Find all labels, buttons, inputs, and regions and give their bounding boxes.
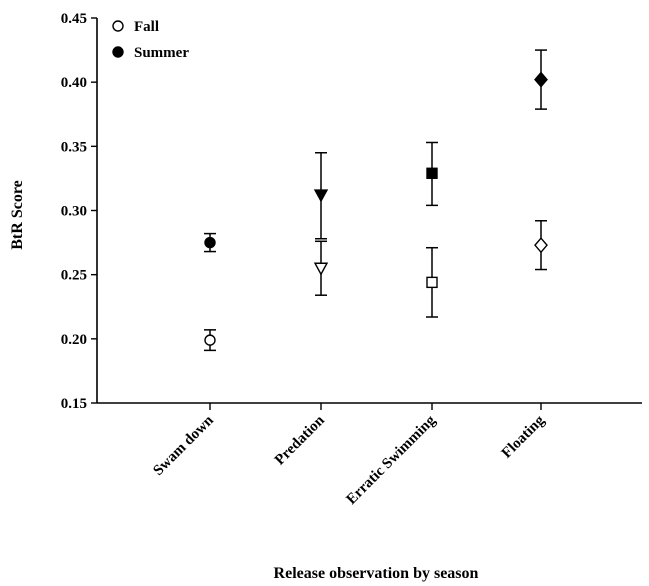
legend: Fall Summer [112,19,189,61]
data-point [204,236,216,249]
x-tick-label: Swam down [150,412,217,479]
legend-marker [112,20,124,32]
y-tick-label: 0.40 [61,75,87,91]
x-axis-title: Release observation by season [274,565,479,582]
data-point [204,334,216,346]
data-point [426,276,438,289]
legend-label: Summer [134,45,189,61]
data-point [534,237,548,254]
data-point [534,71,548,88]
x-tick-label: Floating [499,412,548,461]
legend-marker [112,46,124,58]
series-group [204,49,548,352]
axes [96,18,642,404]
x-tick-label: Erratic Swimming [344,412,440,508]
y-tick-label: 0.20 [61,332,87,348]
legend-label: Fall [134,19,159,35]
y-tick-label: 0.30 [61,204,87,220]
data-point [313,262,329,276]
data-point [426,167,438,179]
y-tick-label: 0.15 [61,396,87,412]
y-tick-label: 0.25 [61,268,87,284]
series-fall [204,220,548,352]
y-tick-label: 0.45 [61,11,87,27]
y-ticks: 0.15 0.20 0.25 0.30 0.35 0.40 0.45 [61,11,97,412]
series-summer [204,49,548,253]
x-tick-label: Predation [272,412,328,468]
x-ticks: Swam down Predation Erratic Swimming Floati… [150,403,548,508]
y-tick-label: 0.35 [61,139,87,155]
y-axis-title: BtR Score [9,180,26,249]
data-point [313,189,329,203]
